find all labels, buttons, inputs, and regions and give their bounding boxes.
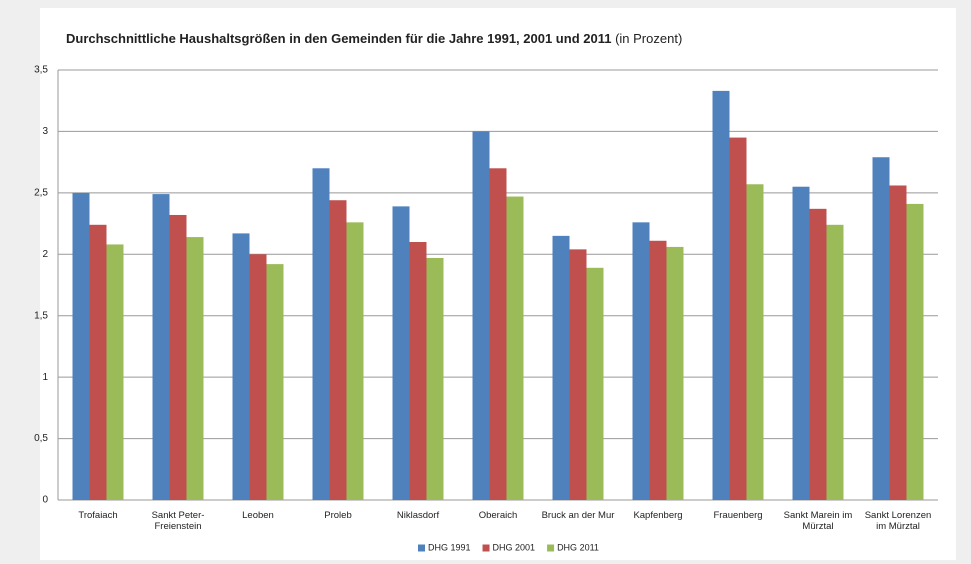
bar xyxy=(169,214,187,500)
y-tick-label: 1,5 xyxy=(34,310,48,321)
bar xyxy=(186,237,204,501)
y-tick-label: 1 xyxy=(42,372,48,383)
subtitle: (in Prozent) xyxy=(615,31,682,46)
legend-swatch xyxy=(418,544,425,552)
y-tick-label: 3 xyxy=(42,126,48,137)
bar xyxy=(232,233,250,500)
chart-title: Durchschnittliche Haushaltsgrößen in den… xyxy=(66,31,682,46)
bar xyxy=(329,200,347,500)
x-tick-label: Frauenberg xyxy=(713,510,763,521)
x-tick-label: Leoben xyxy=(242,510,274,521)
bar xyxy=(586,267,604,500)
x-tick-label: Proleb xyxy=(324,510,352,521)
x-tick-label: Oberaich xyxy=(478,510,518,521)
bar xyxy=(906,203,924,500)
bar xyxy=(472,131,490,500)
x-tick-label: Trofaiach xyxy=(78,510,118,521)
legend-label: DHG 2001 xyxy=(493,542,536,552)
x-tick-label: Sankt Marein im Mürztal xyxy=(783,510,853,532)
legend-label: DHG 2011 xyxy=(557,542,599,552)
bar xyxy=(506,196,524,501)
y-tick-label: 0 xyxy=(42,495,48,506)
x-tick-label: Sankt Lorenzen im Mürztal xyxy=(864,510,932,532)
bar xyxy=(346,222,364,501)
bar xyxy=(426,257,444,500)
title: Durchschnittliche Haushaltsgrößen in den… xyxy=(66,31,611,46)
bar xyxy=(89,224,107,501)
y-tick-label: 0,5 xyxy=(34,433,48,444)
bar xyxy=(249,254,267,500)
legend-label: DHG 1991 xyxy=(428,542,471,552)
bar xyxy=(809,208,827,501)
bar xyxy=(712,90,730,500)
x-tick-label: Kapfenberg xyxy=(633,510,683,521)
x-tick-label: Niklasdorf xyxy=(396,510,440,521)
bar xyxy=(889,185,907,500)
x-tick-label: Sankt Peter-Freienstein xyxy=(151,510,205,532)
y-tick-label: 3,5 xyxy=(34,65,48,76)
bar xyxy=(649,240,667,500)
legend-swatch xyxy=(547,544,555,552)
bar xyxy=(746,184,764,500)
bar xyxy=(569,249,587,500)
bar xyxy=(152,194,170,501)
bar xyxy=(489,168,507,501)
bar xyxy=(792,186,810,500)
legend-swatch xyxy=(482,544,490,552)
bar xyxy=(826,224,844,501)
bar xyxy=(392,206,410,500)
bar xyxy=(872,157,890,500)
bar xyxy=(312,168,330,501)
bar xyxy=(106,244,124,500)
bar xyxy=(666,246,684,500)
bar xyxy=(72,192,90,500)
bar xyxy=(729,137,747,501)
y-tick-label: 2,5 xyxy=(34,187,48,198)
bar xyxy=(552,235,570,500)
bar xyxy=(409,242,427,500)
y-tick-label: 2 xyxy=(42,249,48,260)
bar xyxy=(266,264,284,500)
x-tick-label: Bruck an der Mur xyxy=(541,510,615,521)
bar xyxy=(632,222,650,501)
